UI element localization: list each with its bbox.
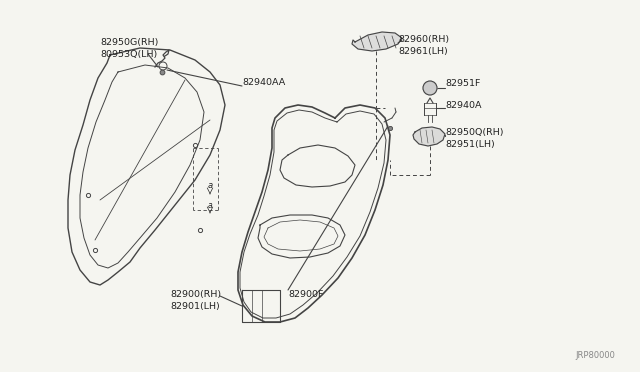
- Text: a: a: [208, 201, 212, 209]
- Text: 82951F: 82951F: [445, 78, 481, 87]
- Text: 82900(RH): 82900(RH): [170, 290, 221, 299]
- Text: 82940A: 82940A: [445, 100, 481, 109]
- Text: 82900F: 82900F: [288, 290, 323, 299]
- Text: JRP80000: JRP80000: [575, 351, 615, 360]
- Text: 82950Q(RH): 82950Q(RH): [445, 128, 504, 137]
- Text: 82950G(RH): 82950G(RH): [100, 38, 158, 47]
- Text: 82951(LH): 82951(LH): [445, 140, 495, 149]
- Text: 82940AA: 82940AA: [242, 78, 285, 87]
- Text: a: a: [207, 180, 212, 189]
- Text: 82960(RH): 82960(RH): [398, 35, 449, 44]
- Polygon shape: [413, 127, 445, 146]
- Text: 80953Q(LH): 80953Q(LH): [100, 50, 157, 59]
- Text: 82961(LH): 82961(LH): [398, 47, 448, 56]
- Circle shape: [423, 81, 437, 95]
- Polygon shape: [352, 32, 402, 51]
- Text: 82901(LH): 82901(LH): [170, 302, 220, 311]
